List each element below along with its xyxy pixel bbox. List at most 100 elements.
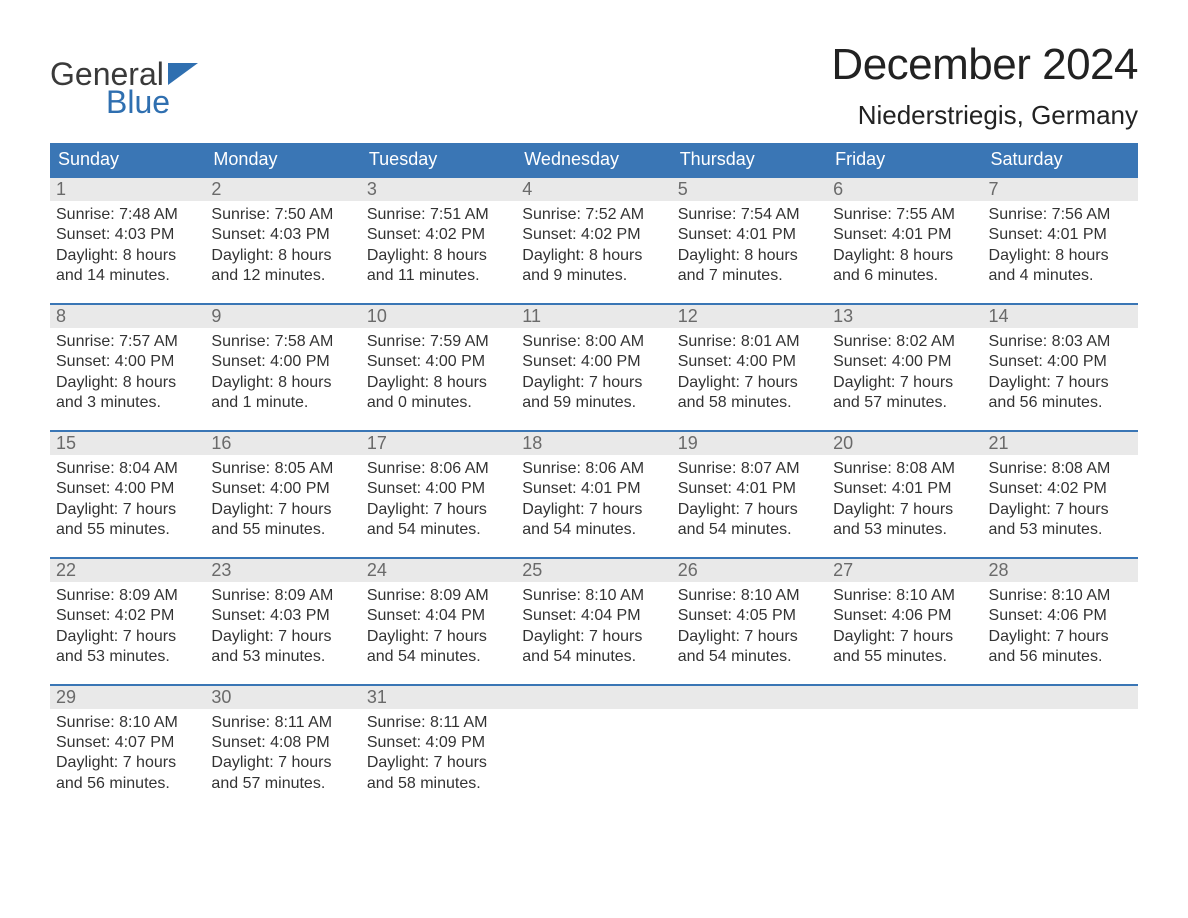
sunrise-line: Sunrise: 8:06 AM <box>522 459 665 479</box>
daylight-hours: 7 hours <box>123 754 176 771</box>
day-cell: 14Sunrise: 8:03 AMSunset: 4:00 PMDayligh… <box>983 305 1138 416</box>
daylight-line2: and 57 minutes. <box>211 774 354 794</box>
day-cell: 8Sunrise: 7:57 AMSunset: 4:00 PMDaylight… <box>50 305 205 416</box>
sunset-label: Sunset: <box>56 480 115 497</box>
sunset-line: Sunset: 4:05 PM <box>678 606 821 626</box>
header: General Blue December 2024 Niederstriegi… <box>50 40 1138 131</box>
daylight-hours: 7 hours <box>744 628 797 645</box>
daylight-line2: and 12 minutes. <box>211 266 354 286</box>
day-cell: 27Sunrise: 8:10 AMSunset: 4:06 PMDayligh… <box>827 559 982 670</box>
sunrise-value: 7:54 AM <box>741 206 800 223</box>
sunrise-line: Sunrise: 7:59 AM <box>367 332 510 352</box>
sunset-value: 4:02 PM <box>115 607 175 624</box>
sunset-label: Sunset: <box>522 480 581 497</box>
daylight-line2: and 59 minutes. <box>522 393 665 413</box>
day-details: Sunrise: 8:10 AMSunset: 4:07 PMDaylight:… <box>50 709 205 797</box>
sunrise-line: Sunrise: 7:51 AM <box>367 205 510 225</box>
daylight-label: Daylight: <box>367 628 434 645</box>
sunrise-line: Sunrise: 7:48 AM <box>56 205 199 225</box>
daylight-line1: Daylight: 7 hours <box>211 500 354 520</box>
sunrise-label: Sunrise: <box>522 333 585 350</box>
day-details: Sunrise: 7:58 AMSunset: 4:00 PMDaylight:… <box>205 328 360 416</box>
sunset-value: 4:00 PM <box>270 480 330 497</box>
sunset-label: Sunset: <box>211 353 270 370</box>
sunrise-line: Sunrise: 8:08 AM <box>833 459 976 479</box>
sunset-line: Sunset: 4:00 PM <box>989 352 1132 372</box>
sunset-value: 4:00 PM <box>1047 353 1107 370</box>
sunset-line: Sunset: 4:01 PM <box>989 225 1132 245</box>
sunset-value: 4:01 PM <box>892 480 952 497</box>
daylight-line1: Daylight: 7 hours <box>367 753 510 773</box>
day-details: Sunrise: 8:06 AMSunset: 4:00 PMDaylight:… <box>361 455 516 543</box>
sunset-label: Sunset: <box>522 607 581 624</box>
sunrise-value: 8:11 AM <box>275 714 333 731</box>
daylight-label: Daylight: <box>211 628 278 645</box>
day-details: Sunrise: 8:08 AMSunset: 4:01 PMDaylight:… <box>827 455 982 543</box>
sunrise-label: Sunrise: <box>56 587 119 604</box>
day-cell: 5Sunrise: 7:54 AMSunset: 4:01 PMDaylight… <box>672 178 827 289</box>
sunset-value: 4:00 PM <box>581 353 641 370</box>
sunset-label: Sunset: <box>211 607 270 624</box>
sunrise-value: 7:50 AM <box>275 206 334 223</box>
daylight-line1: Daylight: 7 hours <box>678 627 821 647</box>
sunset-value: 4:01 PM <box>892 226 952 243</box>
daylight-line2: and 57 minutes. <box>833 393 976 413</box>
day-details: Sunrise: 8:09 AMSunset: 4:04 PMDaylight:… <box>361 582 516 670</box>
daylight-hours: 8 hours <box>123 247 176 264</box>
day-cell: 13Sunrise: 8:02 AMSunset: 4:00 PMDayligh… <box>827 305 982 416</box>
week-row: 22Sunrise: 8:09 AMSunset: 4:02 PMDayligh… <box>50 557 1138 670</box>
daylight-line1: Daylight: 7 hours <box>56 753 199 773</box>
sunrise-label: Sunrise: <box>678 333 741 350</box>
daylight-label: Daylight: <box>367 501 434 518</box>
sunrise-line: Sunrise: 7:52 AM <box>522 205 665 225</box>
day-number: 16 <box>205 432 360 455</box>
sunrise-value: 8:08 AM <box>1052 460 1111 477</box>
day-cell: 31Sunrise: 8:11 AMSunset: 4:09 PMDayligh… <box>361 686 516 797</box>
daylight-hours: 7 hours <box>900 628 953 645</box>
daylight-line1: Daylight: 7 hours <box>678 500 821 520</box>
day-number: 27 <box>827 559 982 582</box>
daylight-line1: Daylight: 8 hours <box>211 246 354 266</box>
sunrise-value: 8:05 AM <box>275 460 334 477</box>
day-number <box>827 686 982 709</box>
day-cell: 12Sunrise: 8:01 AMSunset: 4:00 PMDayligh… <box>672 305 827 416</box>
sunrise-value: 8:10 AM <box>585 587 644 604</box>
day-details: Sunrise: 7:48 AMSunset: 4:03 PMDaylight:… <box>50 201 205 289</box>
sunrise-value: 7:52 AM <box>585 206 644 223</box>
sunset-line: Sunset: 4:02 PM <box>522 225 665 245</box>
day-details: Sunrise: 8:08 AMSunset: 4:02 PMDaylight:… <box>983 455 1138 543</box>
sunrise-label: Sunrise: <box>678 206 741 223</box>
daylight-label: Daylight: <box>56 501 123 518</box>
day-number: 7 <box>983 178 1138 201</box>
day-details: Sunrise: 7:56 AMSunset: 4:01 PMDaylight:… <box>983 201 1138 289</box>
day-number <box>983 686 1138 709</box>
calendar: SundayMondayTuesdayWednesdayThursdayFrid… <box>50 143 1138 796</box>
day-number: 21 <box>983 432 1138 455</box>
sunrise-line: Sunrise: 8:10 AM <box>989 586 1132 606</box>
day-cell: 15Sunrise: 8:04 AMSunset: 4:00 PMDayligh… <box>50 432 205 543</box>
sunrise-value: 8:09 AM <box>430 587 489 604</box>
sunset-label: Sunset: <box>56 353 115 370</box>
day-cell: 3Sunrise: 7:51 AMSunset: 4:02 PMDaylight… <box>361 178 516 289</box>
daylight-line1: Daylight: 7 hours <box>989 373 1132 393</box>
sunrise-value: 8:08 AM <box>896 460 955 477</box>
sunrise-value: 8:10 AM <box>896 587 955 604</box>
sunrise-line: Sunrise: 8:10 AM <box>833 586 976 606</box>
day-cell: 2Sunrise: 7:50 AMSunset: 4:03 PMDaylight… <box>205 178 360 289</box>
sunrise-label: Sunrise: <box>833 460 896 477</box>
day-details: Sunrise: 8:11 AMSunset: 4:08 PMDaylight:… <box>205 709 360 797</box>
sunset-value: 4:00 PM <box>270 353 330 370</box>
sunrise-label: Sunrise: <box>367 206 430 223</box>
daylight-hours: 7 hours <box>434 628 487 645</box>
day-details: Sunrise: 8:09 AMSunset: 4:02 PMDaylight:… <box>50 582 205 670</box>
sunrise-line: Sunrise: 8:03 AM <box>989 332 1132 352</box>
daylight-line1: Daylight: 7 hours <box>522 500 665 520</box>
day-details: Sunrise: 8:10 AMSunset: 4:04 PMDaylight:… <box>516 582 671 670</box>
sunrise-value: 7:51 AM <box>430 206 489 223</box>
daylight-line2: and 3 minutes. <box>56 393 199 413</box>
day-details: Sunrise: 7:54 AMSunset: 4:01 PMDaylight:… <box>672 201 827 289</box>
sunset-value: 4:02 PM <box>426 226 486 243</box>
sunset-value: 4:03 PM <box>115 226 175 243</box>
daylight-line2: and 54 minutes. <box>678 647 821 667</box>
day-number: 19 <box>672 432 827 455</box>
